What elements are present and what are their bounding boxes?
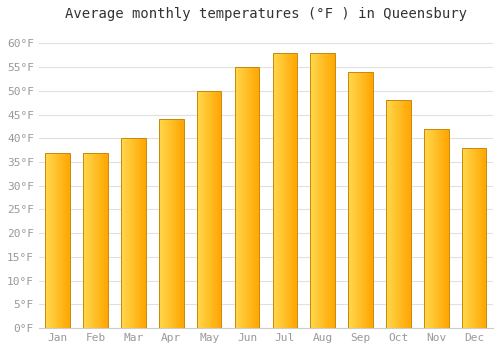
Bar bbox=[348, 72, 373, 328]
Bar bbox=[84, 153, 108, 328]
Bar bbox=[272, 53, 297, 328]
Bar bbox=[234, 67, 260, 328]
Bar bbox=[462, 148, 486, 328]
Bar bbox=[386, 100, 410, 328]
Title: Average monthly temperatures (°F ) in Queensbury: Average monthly temperatures (°F ) in Qu… bbox=[65, 7, 467, 21]
Bar bbox=[424, 129, 448, 328]
Bar bbox=[46, 153, 70, 328]
Bar bbox=[310, 53, 335, 328]
Bar bbox=[121, 138, 146, 328]
Bar bbox=[197, 91, 222, 328]
Bar bbox=[159, 119, 184, 328]
